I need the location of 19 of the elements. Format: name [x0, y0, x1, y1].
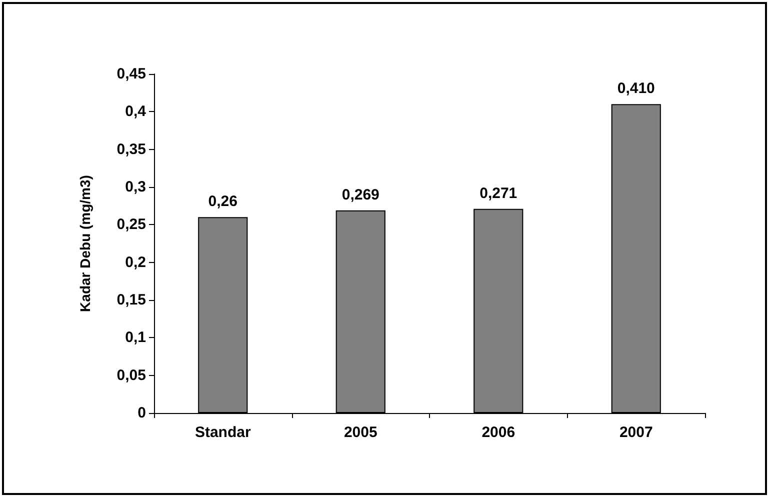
x-tick-label: Standar [194, 424, 251, 441]
y-axis-title: Kadar Debu (mg/m3) [77, 175, 93, 312]
y-tick-label: 0,05 [116, 366, 146, 384]
y-tick-label: 0,2 [125, 254, 146, 271]
y-tick-label: 0,1 [125, 329, 146, 346]
x-tick-label: 2007 [619, 424, 653, 441]
data-label: 0,26 [208, 193, 238, 210]
x-tick-label: 2005 [344, 424, 378, 441]
y-tick-label: 0,35 [116, 140, 146, 158]
y-tick-label: 0,45 [116, 66, 146, 82]
data-label: 0,271 [480, 184, 518, 202]
data-label: 0,269 [342, 186, 380, 204]
y-tick-label: 0,4 [125, 103, 147, 120]
y-tick-label: 0 [138, 404, 146, 422]
x-tick-label: 2006 [482, 424, 516, 441]
y-tick-label: 0,3 [125, 178, 146, 196]
y-tick-label: 0,25 [116, 216, 146, 234]
y-tick-label: 0,15 [116, 292, 146, 308]
data-label: 0,410 [617, 80, 655, 98]
